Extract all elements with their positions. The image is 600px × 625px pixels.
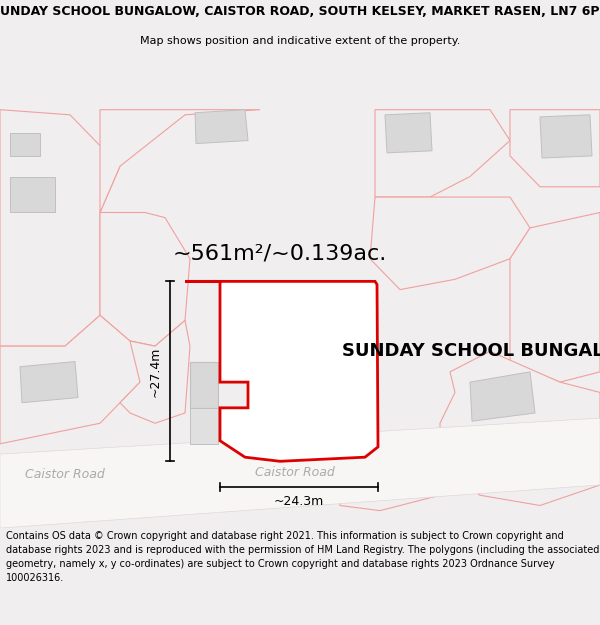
Polygon shape (100, 109, 260, 213)
Text: SUNDAY SCHOOL BUNGALOW, CAISTOR ROAD, SOUTH KELSEY, MARKET RASEN, LN7 6PR: SUNDAY SCHOOL BUNGALOW, CAISTOR ROAD, SO… (0, 5, 600, 18)
Polygon shape (185, 281, 378, 461)
Text: Caistor Road: Caistor Road (255, 466, 335, 479)
Text: Caistor Road: Caistor Road (25, 468, 105, 481)
Polygon shape (250, 307, 340, 392)
Polygon shape (190, 408, 218, 444)
Polygon shape (10, 133, 40, 156)
Text: ~561m²/~0.139ac.: ~561m²/~0.139ac. (173, 244, 387, 264)
Polygon shape (370, 197, 530, 289)
Text: ~27.4m: ~27.4m (149, 346, 162, 396)
Polygon shape (0, 418, 600, 528)
Polygon shape (120, 321, 190, 423)
Polygon shape (540, 115, 592, 158)
Text: ~24.3m: ~24.3m (274, 495, 324, 508)
Polygon shape (375, 109, 510, 197)
Polygon shape (0, 109, 120, 346)
Polygon shape (100, 213, 190, 346)
Polygon shape (195, 109, 248, 144)
Polygon shape (10, 176, 55, 212)
Polygon shape (385, 112, 432, 153)
Text: Map shows position and indicative extent of the property.: Map shows position and indicative extent… (140, 36, 460, 46)
Text: Contains OS data © Crown copyright and database right 2021. This information is : Contains OS data © Crown copyright and d… (6, 531, 599, 583)
Polygon shape (20, 362, 78, 403)
Polygon shape (470, 372, 535, 421)
Polygon shape (340, 444, 440, 511)
Polygon shape (440, 351, 600, 506)
Text: SUNDAY SCHOOL BUNGALOW: SUNDAY SCHOOL BUNGALOW (342, 342, 600, 360)
Polygon shape (0, 315, 155, 444)
Polygon shape (510, 213, 600, 382)
Polygon shape (510, 109, 600, 187)
Polygon shape (190, 362, 218, 408)
